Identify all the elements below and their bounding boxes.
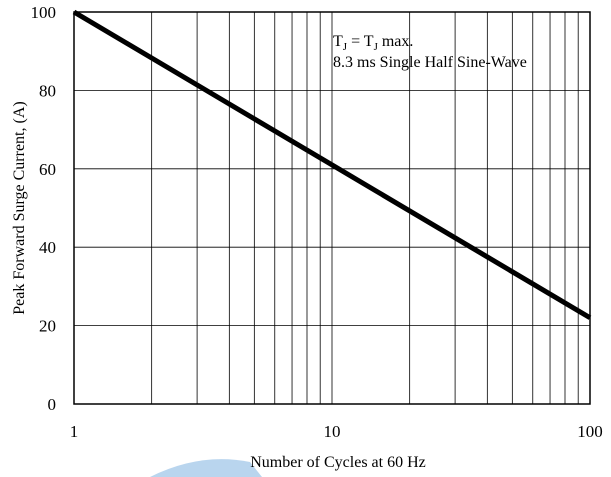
x-axis-title: Number of Cycles at 60 Hz (250, 454, 426, 471)
x-tick-labels: 1 10 100 (70, 422, 603, 441)
y-tick-label-80: 80 (39, 81, 56, 100)
x-tick-label-10: 10 (324, 422, 341, 441)
y-tick-label-20: 20 (39, 317, 56, 336)
annotation-t: T (333, 33, 343, 50)
y-tick-labels: 0 20 40 60 80 100 (31, 3, 57, 414)
y-axis-title: Peak Forward Surge Current, (A) (11, 101, 28, 314)
x-tick-label-1: 1 (70, 422, 79, 441)
chart-annotation: TJ = TJ max. 8.3 ms Single Half Sine-Wav… (333, 33, 527, 71)
series-line-0 (72, 9, 592, 320)
y-tick-label-40: 40 (39, 238, 56, 257)
y-tick-label-0: 0 (48, 395, 57, 414)
annotation-line-2: 8.3 ms Single Half Sine-Wave (333, 54, 527, 71)
annotation-tail: max. (378, 33, 414, 50)
annotation-eq: = T (347, 33, 374, 50)
y-tick-label-60: 60 (39, 160, 56, 179)
annotation-line-1: TJ = TJ max. (333, 33, 413, 53)
plot-frame (73, 11, 591, 405)
y-tick-label-100: 100 (31, 3, 57, 22)
grid-lines (74, 12, 590, 404)
series-group (72, 9, 592, 320)
watermark-arc (150, 459, 262, 477)
annotation-sub-j2: J (374, 41, 379, 53)
x-tick-label-100: 100 (577, 422, 603, 441)
annotation-sub-j1: J (343, 41, 348, 53)
